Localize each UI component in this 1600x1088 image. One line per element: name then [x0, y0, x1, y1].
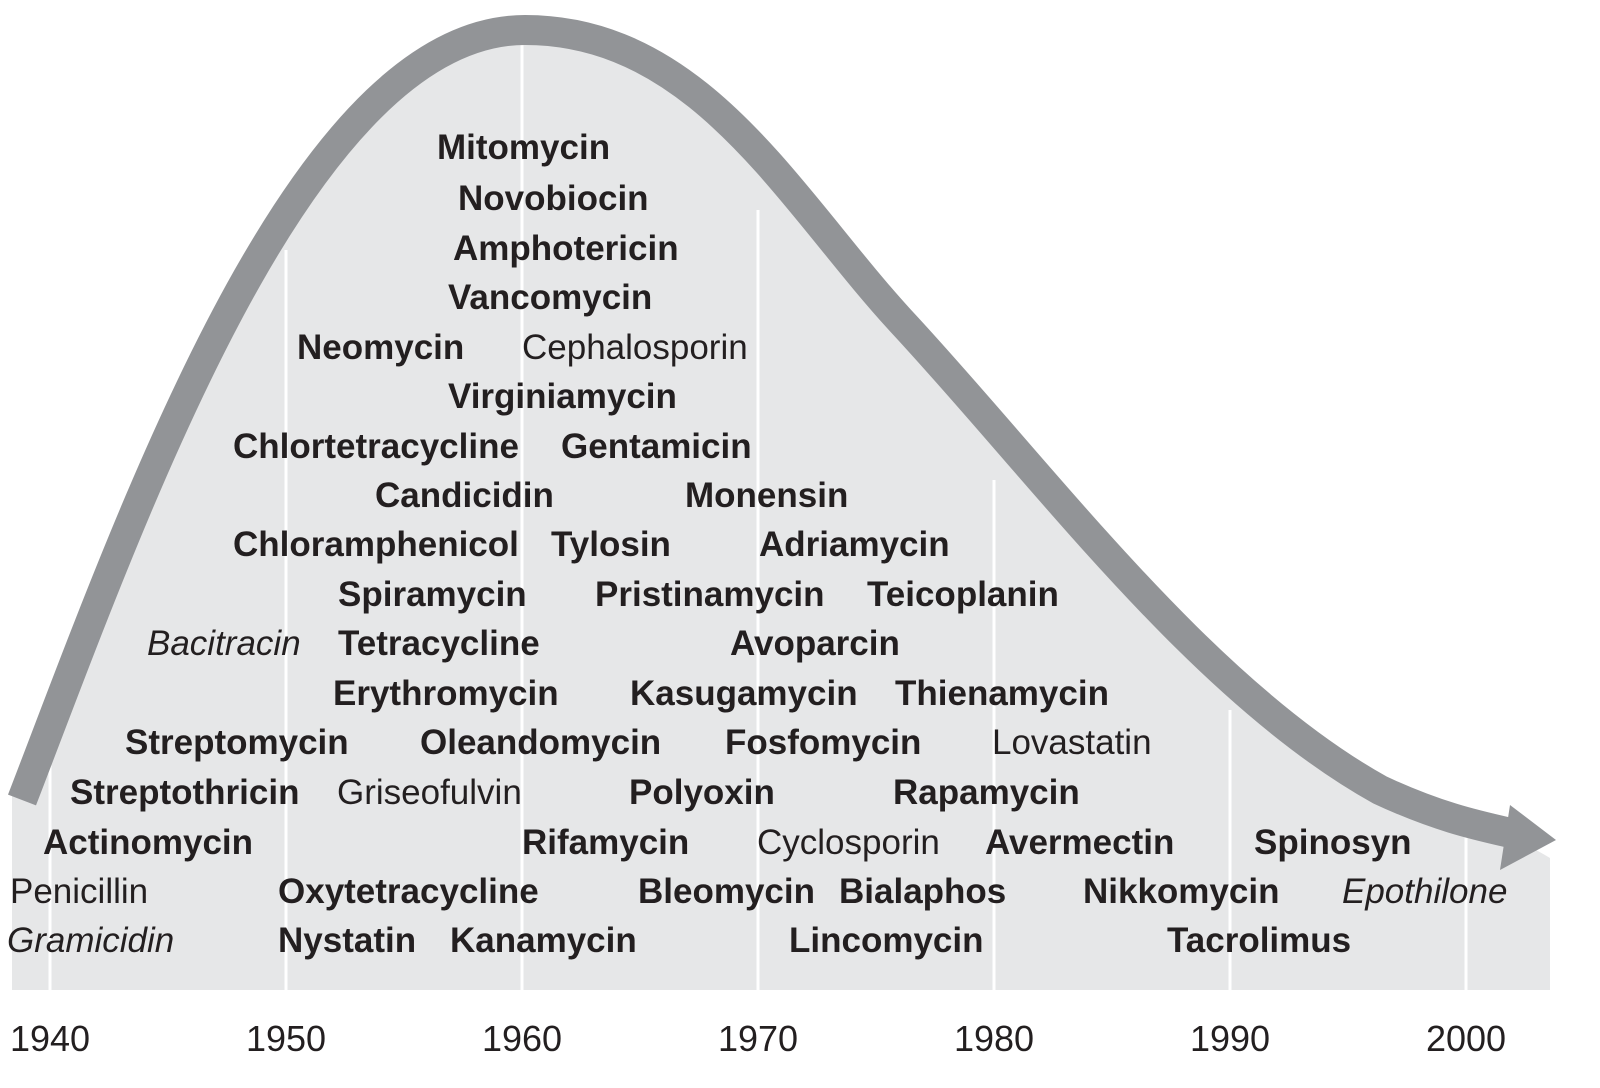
- year-tick-label: 1950: [245, 1018, 327, 1059]
- antibiotic-label: Polyoxin: [629, 773, 775, 812]
- antibiotic-label: Monensin: [685, 476, 849, 515]
- antibiotic-label: Streptomycin: [125, 723, 349, 762]
- area-under-curve: [12, 29, 1550, 991]
- antibiotic-label: Rapamycin: [893, 773, 1080, 812]
- antibiotic-label: Novobiocin: [458, 179, 649, 218]
- antibiotic-label: Pristinamycin: [595, 575, 825, 614]
- antibiotic-label: Penicillin: [10, 872, 149, 911]
- antibiotic-label: Gentamicin: [561, 427, 752, 466]
- year-tick-label: 1970: [717, 1018, 799, 1059]
- year-tick-label: 2000: [1425, 1018, 1507, 1059]
- arrow-head-icon: [1500, 805, 1556, 870]
- antibiotic-label: Rifamycin: [522, 823, 690, 862]
- antibiotic-label: Kasugamycin: [630, 674, 858, 713]
- antibiotic-label: Cephalosporin: [522, 328, 748, 367]
- antibiotic-label: Erythromycin: [333, 674, 559, 713]
- antibiotic-label: Griseofulvin: [337, 773, 522, 812]
- antibiotic-label: Bacitracin: [147, 624, 301, 663]
- antibiotic-label: Vancomycin: [448, 278, 653, 317]
- antibiotic-label: Bleomycin: [638, 872, 815, 911]
- antibiotic-label: Epothilone: [1342, 872, 1508, 911]
- antibiotic-label: Avermectin: [985, 823, 1175, 862]
- antibiotic-label: Oleandomycin: [420, 723, 662, 762]
- antibiotic-label: Adriamycin: [759, 525, 950, 564]
- antibiotic-label: Tetracycline: [338, 624, 540, 663]
- antibiotic-label: Tylosin: [551, 525, 671, 564]
- antibiotic-label: Gramicidin: [7, 921, 175, 960]
- antibiotic-label: Avoparcin: [730, 624, 900, 663]
- antibiotic-label: Mitomycin: [437, 128, 611, 167]
- year-tick-label: 1980: [953, 1018, 1035, 1059]
- antibiotic-label: Nystatin: [278, 921, 417, 960]
- antibiotic-label: Lovastatin: [992, 723, 1152, 762]
- trend-arrow-shaft: [8, 14, 1519, 849]
- antibiotic-label: Kanamycin: [450, 921, 637, 960]
- antibiotic-label: Bialaphos: [839, 872, 1007, 911]
- antibiotic-label: Oxytetracycline: [278, 872, 539, 911]
- antibiotic-label: Lincomycin: [789, 921, 984, 960]
- antibiotic-label: Chloramphenicol: [233, 525, 519, 564]
- antibiotic-label: Tacrolimus: [1167, 921, 1352, 960]
- antibiotic-label: Cyclosporin: [757, 823, 940, 862]
- antibiotic-label: Neomycin: [297, 328, 465, 367]
- year-gridlines: [48, 20, 1468, 990]
- antibiotic-label: Nikkomycin: [1083, 872, 1280, 911]
- year-tick-label: 1940: [9, 1018, 91, 1059]
- antibiotic-label: Spinosyn: [1254, 823, 1412, 862]
- antibiotic-label: Thienamycin: [895, 674, 1109, 713]
- antibiotic-label: Virginiamycin: [448, 377, 677, 416]
- antibiotic-label: Streptothricin: [70, 773, 300, 812]
- antibiotic-label: Teicoplanin: [867, 575, 1059, 614]
- year-tick-label: 1960: [481, 1018, 563, 1059]
- antibiotic-label: Spiramycin: [338, 575, 527, 614]
- antibiotic-label: Amphotericin: [453, 229, 679, 268]
- year-tick-label: 1990: [1189, 1018, 1271, 1059]
- antibiotic-label: Chlortetracycline: [233, 427, 519, 466]
- antibiotic-label: Actinomycin: [43, 823, 254, 862]
- antibiotic-label: Fosfomycin: [725, 723, 922, 762]
- antibiotic-label: Candicidin: [375, 476, 554, 515]
